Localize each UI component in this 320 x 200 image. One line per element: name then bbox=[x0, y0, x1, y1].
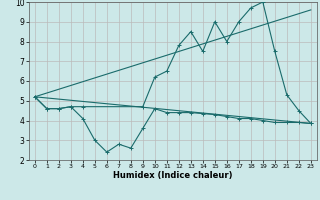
X-axis label: Humidex (Indice chaleur): Humidex (Indice chaleur) bbox=[113, 171, 233, 180]
